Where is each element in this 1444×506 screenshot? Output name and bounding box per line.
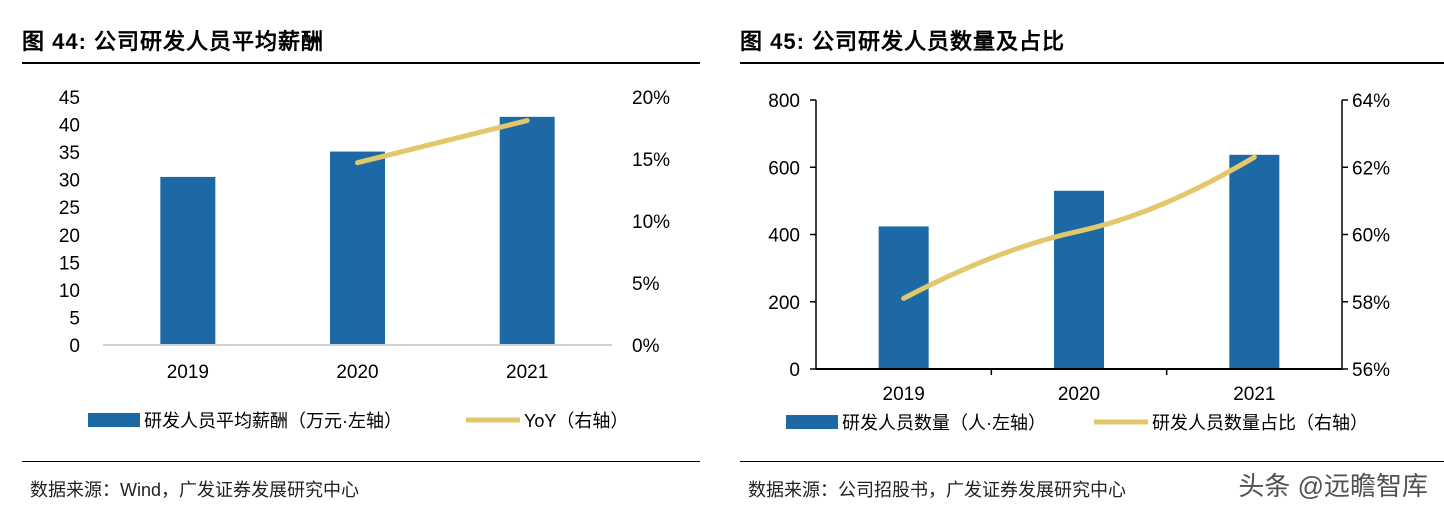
divider <box>740 62 1444 64</box>
y-left-tick-label: 0 <box>789 360 800 381</box>
bar-2020 <box>1054 190 1104 369</box>
chart-title: 图 44: 公司研发人员平均薪酬 <box>22 29 325 54</box>
legend-swatch-bar <box>88 413 140 427</box>
y-left-tick-label: 45 <box>59 88 80 109</box>
y-left-tick-label: 800 <box>768 91 800 112</box>
source-note: 数据来源：Wind，广发证券发展研究中心 <box>30 480 360 500</box>
y-right-tick-label: 56% <box>1352 360 1390 381</box>
divider <box>22 461 700 462</box>
chart-title: 图 45: 公司研发人员数量及占比 <box>740 29 1066 54</box>
divider <box>740 461 1444 462</box>
x-tick-label: 2019 <box>883 384 925 405</box>
y-left-tick-label: 400 <box>768 226 800 247</box>
y-left-tick-label: 30 <box>59 171 80 192</box>
y-right-tick-label: 5% <box>632 274 660 295</box>
chart-panel-45: 图 45: 公司研发人员数量及占比 0 200 400 600 800 56% 58% 60%… <box>718 0 1444 506</box>
y-right-tick-label: 15% <box>632 150 670 171</box>
legend-swatch-bar <box>786 415 838 429</box>
x-tick-label: 2020 <box>1058 384 1100 405</box>
y-left-tick-label: 15 <box>59 253 80 274</box>
y-right-tick-label: 60% <box>1352 226 1390 247</box>
line-series <box>901 154 1257 301</box>
divider <box>22 62 700 64</box>
y-left-tick-label: 200 <box>768 293 800 314</box>
source-note: 数据来源：公司招股书，广发证券发展研究中心 <box>748 480 1126 500</box>
y-right-tick-label: 64% <box>1352 91 1390 112</box>
legend-label: 研发人员数量（人·左轴） <box>842 413 1046 433</box>
x-tick-label: 2021 <box>506 362 548 383</box>
chart-45: 0 200 400 600 800 56% 58% 60% 62% 64% 2019 2020 2021… <box>768 91 1390 433</box>
y-right-tick-label: 0% <box>632 336 660 357</box>
y-left-tick-label: 10 <box>59 281 80 302</box>
y-right-tick-label: 10% <box>632 212 670 233</box>
legend-label: 研发人员数量占比（右轴） <box>1152 413 1368 433</box>
y-left-tick-label: 40 <box>59 116 80 137</box>
y-left-tick-label: 20 <box>59 226 80 247</box>
y-right-tick-label: 62% <box>1352 158 1390 179</box>
y-left-tick-label: 600 <box>768 158 800 179</box>
x-tick-label: 2020 <box>336 362 378 383</box>
y-left-tick-label: 25 <box>59 198 80 219</box>
bar-2021 <box>1229 154 1280 369</box>
bar-2021 <box>499 116 555 345</box>
chart-44: 0 5 10 15 20 25 30 35 40 45 0% 5% 10% 15% 20% 2019 2020 2… <box>59 88 670 431</box>
line-series <box>355 118 530 166</box>
chart-panel-44: 图 44: 公司研发人员平均薪酬 0 5 10 15 20 25 30 35 40 45 0% 5% 1… <box>0 0 700 506</box>
y-right-tick-label: 58% <box>1352 293 1390 314</box>
watermark: 头条 @远瞻智库 <box>1238 471 1428 501</box>
bar-2020 <box>330 151 385 345</box>
bar-2019 <box>160 176 216 345</box>
y-left-tick-label: 5 <box>69 308 80 329</box>
x-tick-label: 2021 <box>1233 384 1275 405</box>
y-left-tick-label: 35 <box>59 143 80 164</box>
y-left-tick-label: 0 <box>69 336 80 357</box>
legend-label: 研发人员平均薪酬（万元·左轴） <box>144 411 402 431</box>
y-right-tick-label: 20% <box>632 88 670 109</box>
x-tick-label: 2019 <box>167 362 209 383</box>
legend-label: YoY（右轴） <box>524 411 628 431</box>
